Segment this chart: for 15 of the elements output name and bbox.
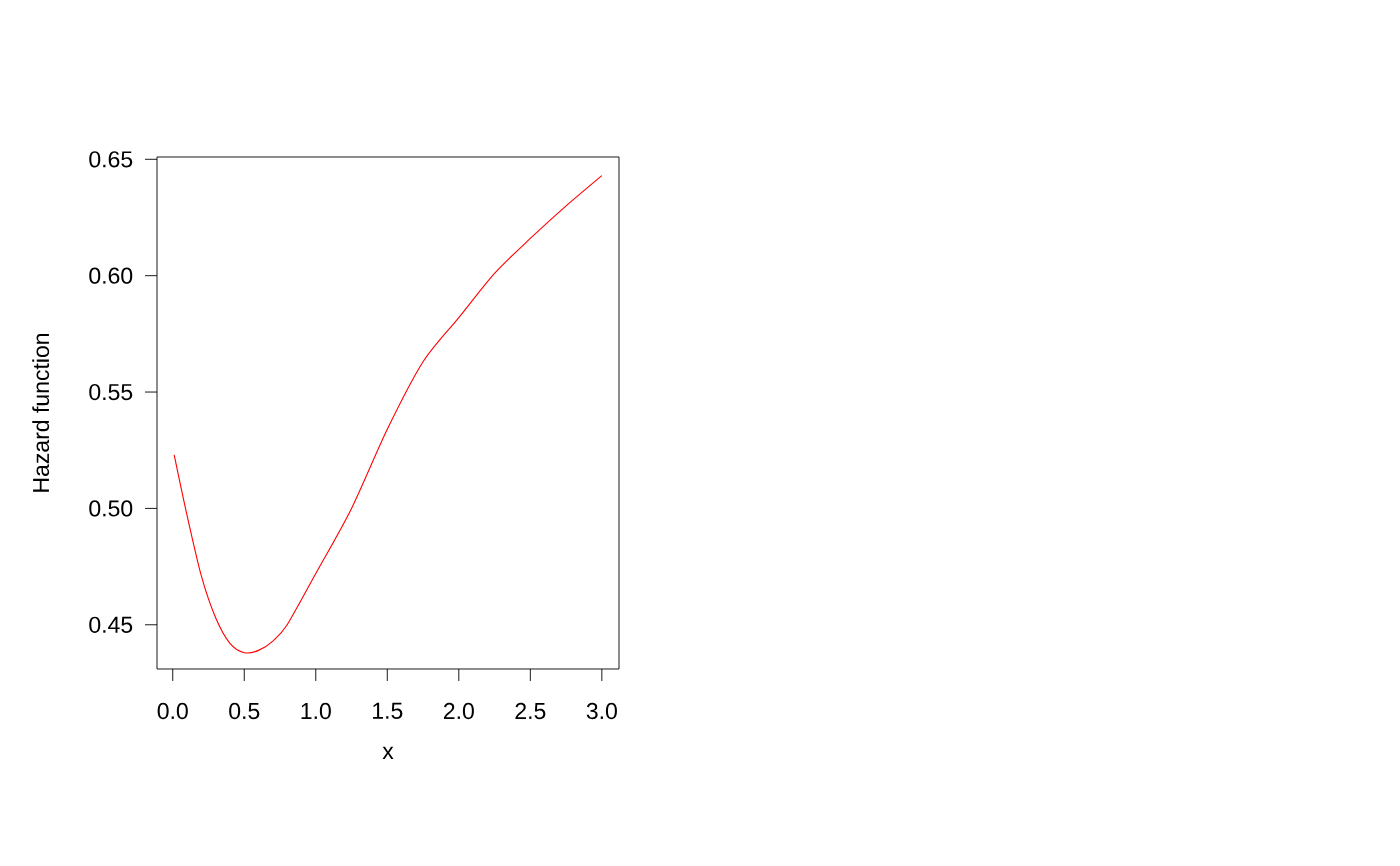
y-tick-label: 0.50	[89, 500, 133, 517]
x-tick-label: 3.0	[586, 702, 617, 720]
x-tick-label: 2.0	[443, 702, 474, 720]
y-tick-label: 0.60	[89, 267, 133, 284]
x-tick-label: 0.5	[229, 702, 260, 720]
y-tick-label: 0.55	[89, 383, 133, 401]
x-tick-label: 1.0	[301, 702, 331, 720]
x-axis-title: x	[382, 746, 394, 759]
x-tick-label: 1.5	[373, 702, 403, 719]
y-tick-label: 0.65	[89, 151, 133, 168]
y-axis-title: Hazard function	[32, 333, 50, 492]
line-series	[173, 175, 603, 654]
x-tick-label: 0.0	[157, 702, 188, 720]
x-tick-label: 2.5	[515, 702, 546, 720]
y-tick-label: 0.45	[89, 616, 133, 633]
